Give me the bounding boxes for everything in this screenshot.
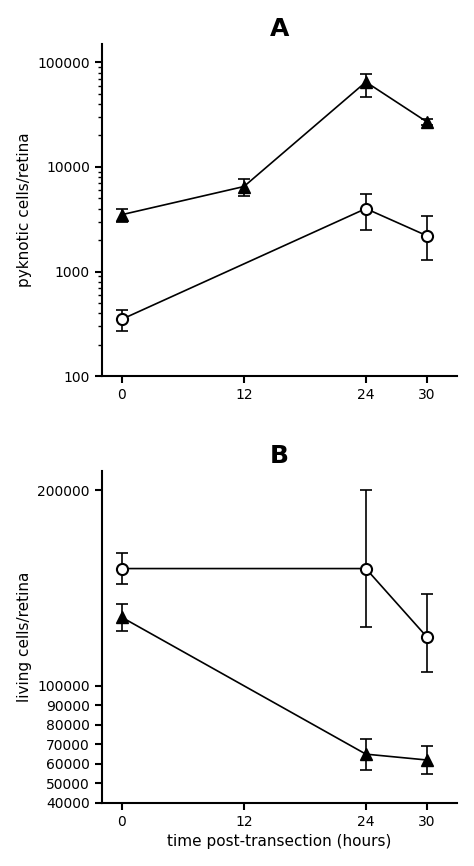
Y-axis label: living cells/retina: living cells/retina	[17, 572, 32, 702]
Title: A: A	[270, 16, 289, 41]
Y-axis label: pyknotic cells/retina: pyknotic cells/retina	[17, 132, 32, 288]
Title: B: B	[270, 443, 289, 468]
X-axis label: time post-transection (hours): time post-transection (hours)	[167, 834, 392, 850]
